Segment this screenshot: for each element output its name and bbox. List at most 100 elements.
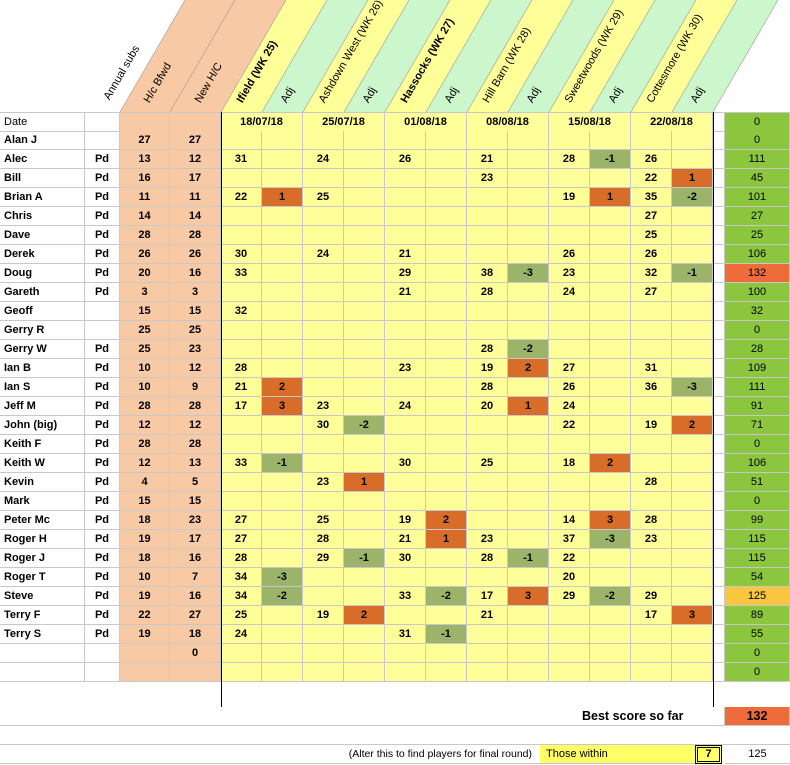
new-hc-cell[interactable]: 3 xyxy=(170,283,221,302)
adj-cell[interactable] xyxy=(508,663,549,682)
score-cell[interactable] xyxy=(303,435,344,454)
player-name[interactable]: Brian A xyxy=(0,188,85,207)
adj-cell[interactable] xyxy=(262,321,303,340)
new-hc-cell[interactable]: 15 xyxy=(170,302,221,321)
adj-cell[interactable] xyxy=(426,359,467,378)
score-cell[interactable] xyxy=(631,131,672,150)
score-cell[interactable]: 20 xyxy=(467,397,508,416)
new-hc-cell[interactable]: 16 xyxy=(170,587,221,606)
score-cell[interactable]: 19 xyxy=(303,606,344,625)
score-cell[interactable] xyxy=(631,454,672,473)
adj-cell[interactable]: -2 xyxy=(672,188,713,207)
subs-cell[interactable]: Pd xyxy=(85,625,120,644)
adj-cell[interactable] xyxy=(262,302,303,321)
adj-cell[interactable] xyxy=(672,435,713,454)
adj-cell[interactable] xyxy=(426,264,467,283)
subs-cell[interactable]: Pd xyxy=(85,188,120,207)
score-cell[interactable]: 35 xyxy=(631,188,672,207)
adj-cell[interactable] xyxy=(590,245,631,264)
subs-cell[interactable]: Pd xyxy=(85,587,120,606)
score-cell[interactable]: 30 xyxy=(385,454,426,473)
score-cell[interactable]: 27 xyxy=(631,283,672,302)
adj-cell[interactable]: -1 xyxy=(672,264,713,283)
adj-cell[interactable] xyxy=(672,359,713,378)
player-name[interactable]: Doug xyxy=(0,264,85,283)
new-hc-cell[interactable]: 18 xyxy=(170,625,221,644)
score-cell[interactable] xyxy=(385,378,426,397)
score-cell[interactable] xyxy=(221,416,262,435)
total-cell[interactable]: 101 xyxy=(725,188,790,207)
adj-cell[interactable]: 1 xyxy=(344,473,385,492)
adj-cell[interactable] xyxy=(262,226,303,245)
score-cell[interactable] xyxy=(303,302,344,321)
adj-cell[interactable] xyxy=(672,663,713,682)
adj-cell[interactable] xyxy=(672,397,713,416)
total-cell[interactable]: 91 xyxy=(725,397,790,416)
new-hc-cell[interactable]: 23 xyxy=(170,511,221,530)
player-name[interactable]: Mark xyxy=(0,492,85,511)
score-cell[interactable] xyxy=(549,169,590,188)
total-cell[interactable]: 25 xyxy=(725,226,790,245)
adj-cell[interactable] xyxy=(426,397,467,416)
player-name[interactable]: John (big) xyxy=(0,416,85,435)
score-cell[interactable]: 33 xyxy=(221,264,262,283)
adj-cell[interactable]: -2 xyxy=(344,416,385,435)
adj-cell[interactable] xyxy=(672,454,713,473)
score-cell[interactable] xyxy=(221,663,262,682)
player-name[interactable]: Jeff M xyxy=(0,397,85,416)
new-hc-cell[interactable]: 17 xyxy=(170,169,221,188)
total-cell[interactable]: 115 xyxy=(725,549,790,568)
hc-bfwd-cell[interactable]: 15 xyxy=(120,302,170,321)
adj-cell[interactable]: 1 xyxy=(590,188,631,207)
new-hc-cell[interactable]: 25 xyxy=(170,321,221,340)
score-cell[interactable]: 23 xyxy=(631,530,672,549)
player-name[interactable]: Gerry W xyxy=(0,340,85,359)
hc-bfwd-cell[interactable]: 26 xyxy=(120,245,170,264)
score-cell[interactable] xyxy=(385,169,426,188)
subs-cell[interactable]: Pd xyxy=(85,606,120,625)
total-cell[interactable]: 0 xyxy=(725,644,790,663)
score-cell[interactable] xyxy=(631,568,672,587)
subs-cell[interactable]: Pd xyxy=(85,530,120,549)
subs-cell[interactable] xyxy=(85,302,120,321)
total-cell[interactable]: 0 xyxy=(725,131,790,150)
score-cell[interactable]: 22 xyxy=(631,169,672,188)
adj-cell[interactable] xyxy=(344,131,385,150)
score-cell[interactable] xyxy=(385,226,426,245)
hc-bfwd-cell[interactable]: 11 xyxy=(120,188,170,207)
adj-cell[interactable] xyxy=(426,245,467,264)
adj-cell[interactable]: -2 xyxy=(262,587,303,606)
score-cell[interactable]: 24 xyxy=(303,245,344,264)
total-cell[interactable]: 111 xyxy=(725,378,790,397)
subs-cell[interactable]: Pd xyxy=(85,416,120,435)
hc-bfwd-cell[interactable]: 15 xyxy=(120,492,170,511)
adj-cell[interactable] xyxy=(344,511,385,530)
subs-cell[interactable]: Pd xyxy=(85,150,120,169)
adj-cell[interactable] xyxy=(262,340,303,359)
adj-cell[interactable]: 3 xyxy=(672,606,713,625)
total-cell[interactable]: 27 xyxy=(725,207,790,226)
adj-cell[interactable]: -3 xyxy=(590,530,631,549)
adj-cell[interactable] xyxy=(590,378,631,397)
adj-cell[interactable] xyxy=(344,454,385,473)
score-cell[interactable]: 24 xyxy=(549,283,590,302)
adj-cell[interactable] xyxy=(508,188,549,207)
hc-bfwd-cell[interactable]: 13 xyxy=(120,150,170,169)
score-cell[interactable] xyxy=(385,340,426,359)
adj-cell[interactable] xyxy=(344,188,385,207)
subs-cell[interactable] xyxy=(85,321,120,340)
adj-cell[interactable] xyxy=(426,454,467,473)
adj-cell[interactable] xyxy=(426,150,467,169)
score-cell[interactable] xyxy=(467,568,508,587)
hc-bfwd-cell[interactable]: 10 xyxy=(120,359,170,378)
total-cell[interactable]: 115 xyxy=(725,530,790,549)
adj-cell[interactable]: 2 xyxy=(590,454,631,473)
score-cell[interactable] xyxy=(303,378,344,397)
subs-cell[interactable]: Pd xyxy=(85,245,120,264)
adj-cell[interactable] xyxy=(344,568,385,587)
adj-cell[interactable] xyxy=(672,321,713,340)
adj-cell[interactable] xyxy=(508,302,549,321)
player-name[interactable]: Chris xyxy=(0,207,85,226)
adj-cell[interactable] xyxy=(344,340,385,359)
subs-cell[interactable]: Pd xyxy=(85,283,120,302)
